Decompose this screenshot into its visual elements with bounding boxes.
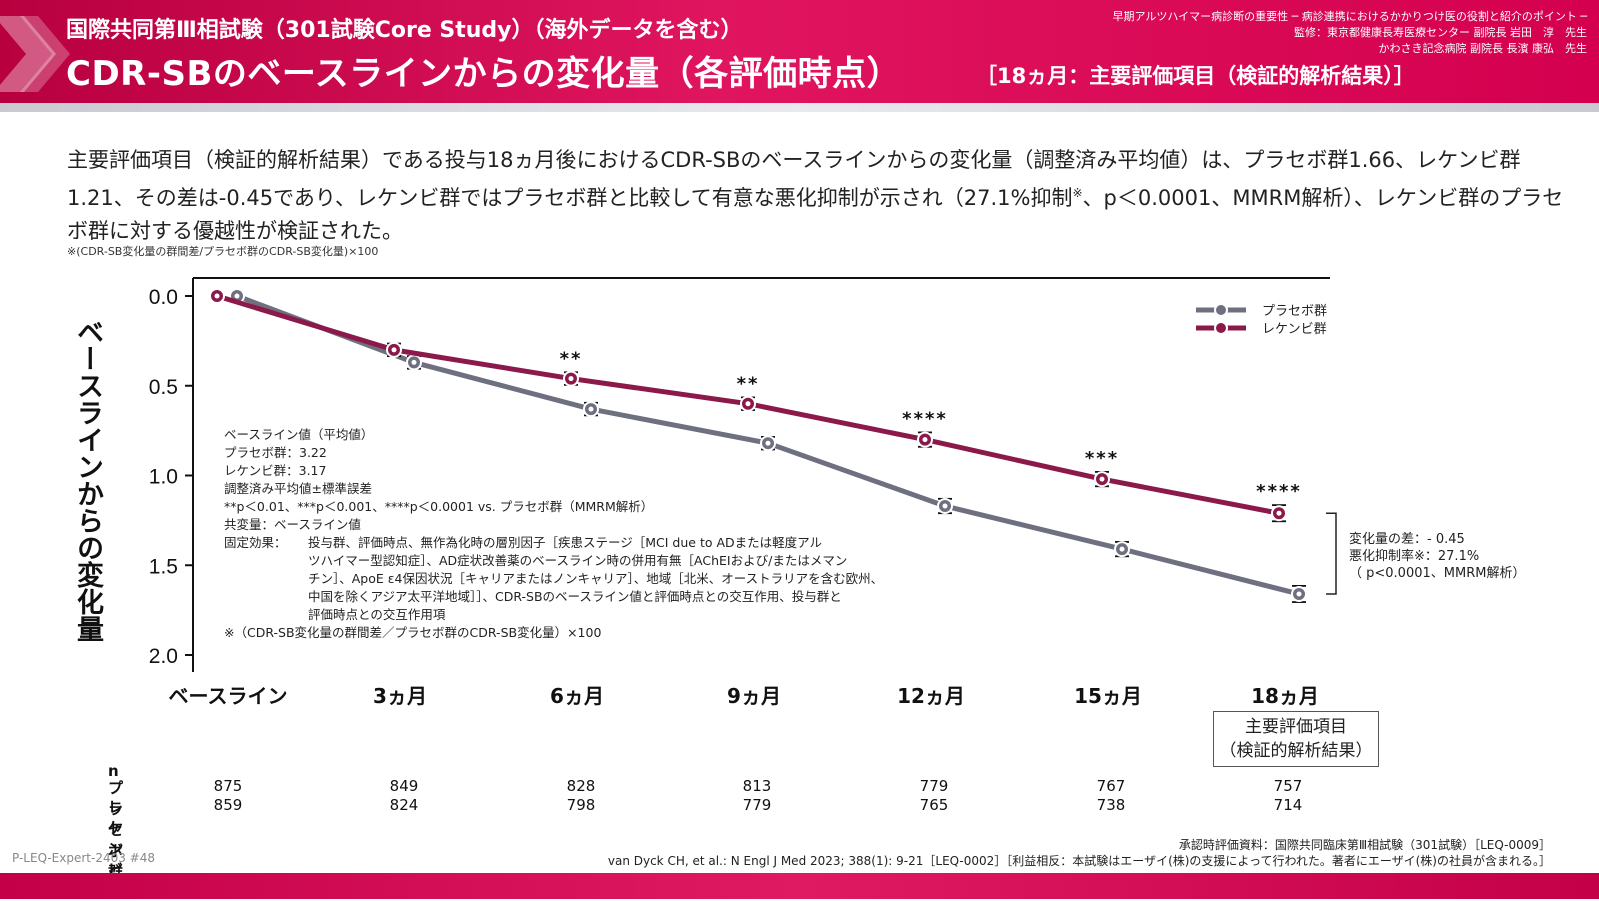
summary-sup: ※ <box>1072 186 1083 200</box>
n-cell-leqembi: 859 <box>213 796 243 814</box>
significance-marker: ** <box>737 373 760 394</box>
baseline-leqembi: レケンビ群：3.17 <box>224 463 327 478</box>
fixed-effects-line-4: 中国を除くアジア太平洋地域］］、CDR-SBのベースライン値と評価時点との交互作… <box>308 589 842 604</box>
fixed-effects-line-2: ツハイマー型認知症］、AD症状改善薬のベースライン時の併用有無［AChEIおよび… <box>308 553 848 568</box>
data-point-highlight <box>765 440 771 446</box>
n-cell-placebo: 849 <box>389 777 419 795</box>
summary-part-2: 、p＜0.0001、MMRM解析）、レケンビ群のプラセボ群に対する優越性が検証さ… <box>67 186 1564 243</box>
data-point-highlight <box>1119 546 1125 552</box>
data-point-highlight <box>411 359 417 365</box>
stats-notes: ベースライン値（平均値） プラセボ群：3.22 レケンビ群：3.17 調整済み平… <box>224 426 883 642</box>
y-tick-label: 0.0 <box>149 286 178 309</box>
header-divider-band <box>0 103 1599 112</box>
data-point-highlight <box>1296 591 1302 597</box>
header-credit-1: 早期アルツハイマー病診断の重要性 ─ 病診連携におけるかかりつけ医の役割と紹介の… <box>1112 10 1587 23</box>
mean-se-note: 調整済み平均値±標準誤差 <box>224 481 372 496</box>
doc-code: P-LEQ-Expert-2403 #48 <box>12 851 156 865</box>
primary-box-line-2: （検証的解析結果） <box>1219 741 1373 761</box>
n-header: n <box>108 762 119 780</box>
difference-line-1: 変化量の差：- 0.45 <box>1349 532 1465 547</box>
difference-line-2: 悪化抑制率※：27.1% <box>1349 549 1480 564</box>
header-credit-2: 監修：東京都健康長寿医療センター 副院長 岩田 淳 先生 <box>1294 26 1587 39</box>
fixed-effects-line-1: 投与群、評価時点、無作為化時の層別因子［疾患ステージ［MCI due to AD… <box>308 535 823 550</box>
x-tick-label: ベースライン <box>169 684 288 708</box>
x-tick-label: 3ヵ月 <box>373 684 427 708</box>
n-cell-leqembi: 798 <box>566 796 596 814</box>
header-subtitle: 国際共同第Ⅲ相試験（301試験Core Study）（海外データを含む） <box>66 18 743 43</box>
significance-marker: **** <box>1256 481 1302 502</box>
n-cell-leqembi: 779 <box>742 796 772 814</box>
y-axis-label: ベースラインからの変化量 <box>72 318 103 642</box>
n-cell-leqembi: 824 <box>389 796 419 814</box>
pvalue-note: **p＜0.01、***p＜0.001、****p＜0.0001 vs. プラセ… <box>224 499 654 514</box>
data-point-highlight <box>234 293 240 299</box>
baseline-title: ベースライン値（平均値） <box>224 427 374 442</box>
summary-text: 主要評価項目（検証的解析結果）である投与18ヵ月後におけるCDR-SBのベースラ… <box>67 144 1567 248</box>
summary-part-1: 主要評価項目（検証的解析結果）である投与18ヵ月後におけるCDR-SBのベースラ… <box>67 148 1521 210</box>
data-point-highlight <box>214 293 220 299</box>
primary-box-line-1: 主要評価項目 <box>1245 717 1347 737</box>
difference-line-3: （ p<0.0001、MMRM解析） <box>1349 566 1526 581</box>
fixed-effects-line-5: 評価時点との交互作用項 <box>308 607 446 622</box>
data-point-highlight <box>922 437 928 443</box>
data-point-highlight <box>1099 476 1105 482</box>
n-cell-placebo: 779 <box>919 777 949 795</box>
data-point-highlight <box>745 401 751 407</box>
ratio-note: ※（CDR-SB変化量の群間差／プラセボ群のCDR-SB変化量）×100 <box>224 625 602 640</box>
header-tag: ［18ヵ月：主要評価項目（検証的解析結果）］ <box>976 64 1415 88</box>
legend-label: プラセボ群 <box>1262 304 1327 319</box>
difference-bracket <box>1326 512 1337 595</box>
fixed-effects-note: 固定効果： 投与群、評価時点、無作為化時の層別因子［疾患ステージ［MCI due… <box>224 534 883 624</box>
n-cell-placebo: 828 <box>566 777 596 795</box>
baseline-placebo: プラセボ群：3.22 <box>224 445 327 460</box>
legend-marker <box>1214 321 1228 335</box>
primary-endpoint-box: 主要評価項目 （検証的解析結果） <box>1213 711 1379 767</box>
footer-band <box>0 873 1599 899</box>
n-cell-leqembi: 738 <box>1096 796 1126 814</box>
approval-note: 承認時評価資料：国際共同臨床第Ⅲ相試験（301試験）［LEQ-0009］ <box>1178 838 1551 852</box>
summary-footnote: ※(CDR-SB変化量の群間差/プラセボ群のCDR-SB変化量)×100 <box>67 245 379 258</box>
x-tick-label: 18ヵ月 <box>1251 684 1319 708</box>
n-cell-leqembi: 714 <box>1273 796 1303 814</box>
legend-label: レケンビ群 <box>1262 322 1327 337</box>
legend-marker <box>1214 303 1228 317</box>
x-tick-label: 12ヵ月 <box>897 684 965 708</box>
data-point-highlight <box>1276 510 1282 516</box>
significance-marker: *** <box>1085 448 1119 469</box>
n-cell-placebo: 767 <box>1096 777 1126 795</box>
n-cell-leqembi: 765 <box>919 796 949 814</box>
fixed-effects-label: 固定効果： <box>224 535 287 550</box>
y-tick-label: 1.5 <box>149 555 178 578</box>
n-cell-placebo: 875 <box>213 777 243 795</box>
header-credit-3: かわさき記念病院 副院長 長濱 康弘 先生 <box>1378 42 1588 55</box>
data-point-highlight <box>568 376 574 382</box>
covariate-note: 共変量：ベースライン値 <box>224 517 361 532</box>
n-cell-placebo: 813 <box>742 777 772 795</box>
x-tick-label: 9ヵ月 <box>727 684 781 708</box>
chevron-logo-icon <box>0 16 70 92</box>
header-banner: 国際共同第Ⅲ相試験（301試験Core Study）（海外データを含む） CDR… <box>0 0 1599 103</box>
y-tick-label: 1.0 <box>149 466 178 489</box>
y-tick-label: 2.0 <box>149 645 178 668</box>
x-tick-label: 15ヵ月 <box>1074 684 1142 708</box>
difference-note: 変化量の差：- 0.45 悪化抑制率※：27.1% （ p<0.0001、MMR… <box>1349 531 1525 582</box>
significance-marker: **** <box>902 408 948 429</box>
fixed-effects-line-3: チン］、ApoE ε4保因状況［キャリアまたはノンキャリア］、地域［北米、オース… <box>308 571 884 586</box>
data-point-highlight <box>391 347 397 353</box>
y-tick-label: 0.5 <box>149 376 178 399</box>
n-cell-placebo: 757 <box>1273 777 1303 795</box>
data-point-highlight <box>588 406 594 412</box>
significance-marker: ** <box>560 348 583 369</box>
reference-note: van Dyck CH, et al.: N Engl J Med 2023; … <box>607 854 1551 868</box>
data-point-highlight <box>942 503 948 509</box>
x-tick-label: 6ヵ月 <box>550 684 604 708</box>
page-title: CDR-SBのベースラインからの変化量（各評価時点） <box>66 54 902 94</box>
